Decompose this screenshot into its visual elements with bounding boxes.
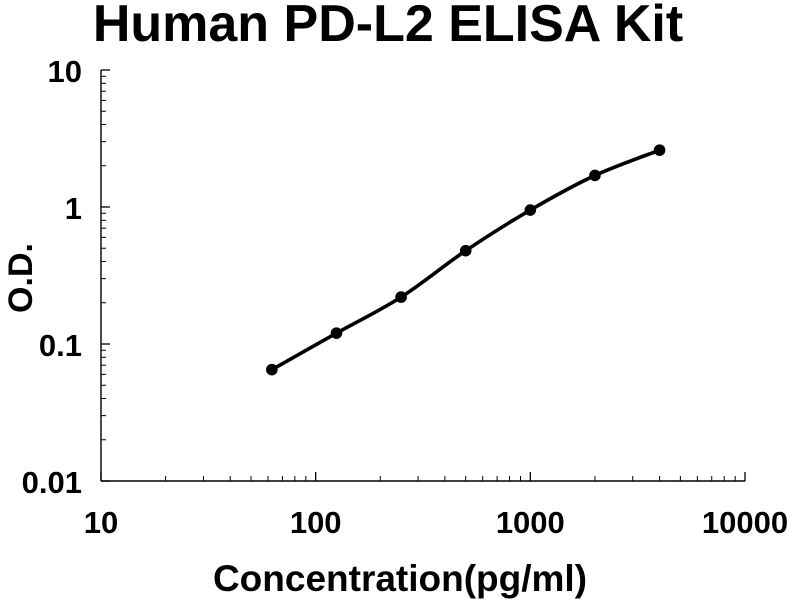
svg-text:1: 1 [65, 191, 82, 226]
svg-text:0.1: 0.1 [39, 328, 82, 363]
svg-text:10: 10 [84, 505, 118, 540]
svg-text:1000: 1000 [496, 505, 565, 540]
svg-text:100: 100 [290, 505, 342, 540]
svg-text:0.01: 0.01 [22, 465, 82, 500]
svg-text:10000: 10000 [702, 505, 788, 540]
svg-text:10: 10 [48, 54, 82, 89]
